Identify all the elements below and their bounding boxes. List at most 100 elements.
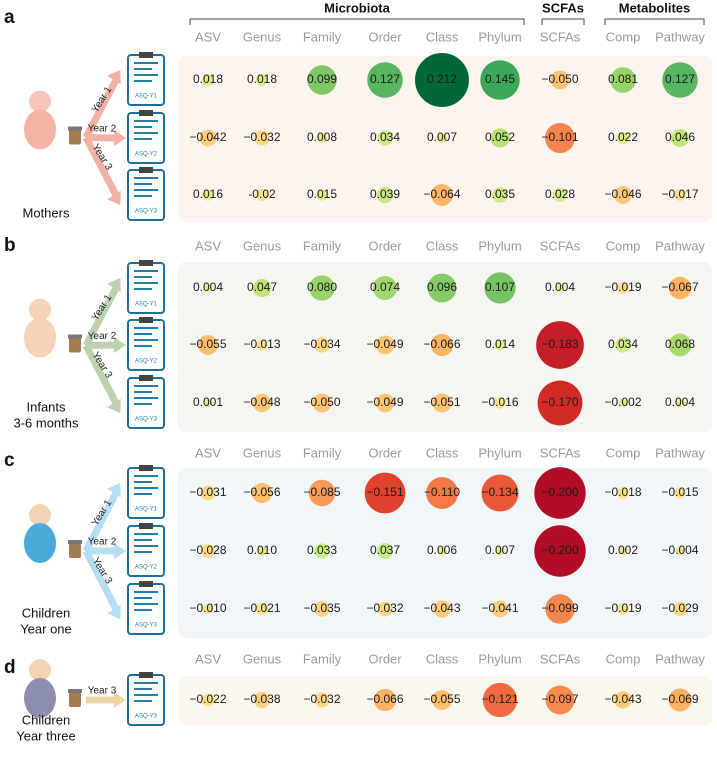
bubble <box>671 129 689 147</box>
value-label: −0.015 <box>661 485 698 499</box>
bubble <box>253 691 271 709</box>
value-label: 0.004 <box>193 280 223 294</box>
column-label: Pathway <box>655 445 705 460</box>
bubble <box>308 479 336 507</box>
value-label: −0.018 <box>604 485 641 499</box>
bubble <box>252 393 272 413</box>
bubble <box>314 692 330 708</box>
bubble <box>534 467 586 519</box>
stool-jar <box>69 692 81 707</box>
bubble <box>251 482 273 504</box>
value-label: -0.02 <box>248 187 276 201</box>
bubble <box>550 70 570 90</box>
form-label: ASQ-Y3 <box>135 714 158 720</box>
bubble <box>199 129 217 147</box>
value-label: 0.035 <box>485 187 515 201</box>
bubble <box>675 546 685 556</box>
group-bracket <box>541 18 585 25</box>
value-label: −0.032 <box>243 130 280 144</box>
bubble <box>668 333 692 357</box>
column-label: SCFAs <box>540 29 581 44</box>
column-label: Comp <box>606 29 641 44</box>
bubble <box>198 335 218 355</box>
value-label: −0.085 <box>303 485 340 499</box>
bubble <box>545 594 575 624</box>
bubble <box>314 601 330 617</box>
value-label: −0.064 <box>423 187 460 201</box>
group-header: Microbiota <box>324 0 390 15</box>
bubble <box>377 601 393 617</box>
value-label: −0.069 <box>661 692 698 706</box>
year-label: Year 2 <box>88 123 117 134</box>
stool-jar <box>69 337 81 353</box>
value-label: −0.032 <box>303 692 340 706</box>
value-label: −0.101 <box>541 130 578 144</box>
column-label: Genus <box>243 238 282 253</box>
bubble <box>481 474 519 512</box>
value-label: −0.019 <box>604 280 641 294</box>
value-label: −0.049 <box>366 337 403 351</box>
value-label: 0.002 <box>608 543 638 557</box>
bubble <box>534 525 586 577</box>
bubble <box>372 275 398 301</box>
value-label: −0.046 <box>604 187 641 201</box>
column-label: ASV <box>195 651 221 666</box>
panel-letter: b <box>4 235 16 256</box>
value-label: 0.037 <box>370 543 400 557</box>
value-label: 0.052 <box>485 130 515 144</box>
value-label: 0.127 <box>665 72 695 86</box>
group-label: Infants <box>26 399 66 414</box>
group-label: Year one <box>20 621 72 636</box>
column-label: Order <box>368 238 402 253</box>
value-label: 0.081 <box>608 72 638 86</box>
form-label: ASQ-Y1 <box>135 94 158 100</box>
group-label: 3-6 months <box>13 415 79 430</box>
figure-body <box>24 317 56 358</box>
value-label: −0.017 <box>661 187 698 201</box>
value-label: −0.034 <box>303 337 340 351</box>
arrow-head <box>107 190 121 206</box>
column-label: Phylum <box>478 29 521 44</box>
value-label: −0.056 <box>243 485 280 499</box>
bubble <box>616 602 630 616</box>
value-label: 0.004 <box>545 280 575 294</box>
column-label: Order <box>368 445 402 460</box>
bubble <box>367 62 403 98</box>
value-label: 0.007 <box>485 543 515 557</box>
bubble <box>432 690 452 710</box>
bubble <box>552 187 568 203</box>
bubble <box>426 477 458 509</box>
bubble <box>202 74 214 86</box>
value-label: 0.022 <box>608 130 638 144</box>
form-label: ASQ-Y1 <box>135 507 158 513</box>
bubble <box>314 543 330 559</box>
column-label: Family <box>303 445 342 460</box>
stool-jar <box>69 129 81 145</box>
value-label: 0.018 <box>193 72 223 86</box>
figure-body <box>24 109 56 150</box>
bubble <box>614 691 632 709</box>
value-label: 0.107 <box>485 280 515 294</box>
column-label: Order <box>368 29 402 44</box>
bubble <box>307 65 337 95</box>
value-label: −0.183 <box>541 337 578 351</box>
bubble <box>255 188 269 202</box>
value-label: 0.047 <box>247 280 277 294</box>
figure-head <box>29 298 51 321</box>
bubble <box>675 398 685 408</box>
value-label: −0.031 <box>189 485 226 499</box>
value-label: 0.080 <box>307 280 337 294</box>
bubble <box>537 380 583 426</box>
column-label: ASV <box>195 238 221 253</box>
bubble <box>536 321 584 369</box>
bubble <box>615 337 631 353</box>
value-label: −0.038 <box>243 692 280 706</box>
bubble <box>373 688 397 712</box>
bubble <box>252 278 272 298</box>
bubble <box>200 485 216 501</box>
bubble <box>314 337 330 353</box>
column-label: Class <box>426 29 459 44</box>
column-label: Class <box>426 651 459 666</box>
form-label: ASQ-Y3 <box>135 209 158 215</box>
value-label: −0.048 <box>243 395 280 409</box>
